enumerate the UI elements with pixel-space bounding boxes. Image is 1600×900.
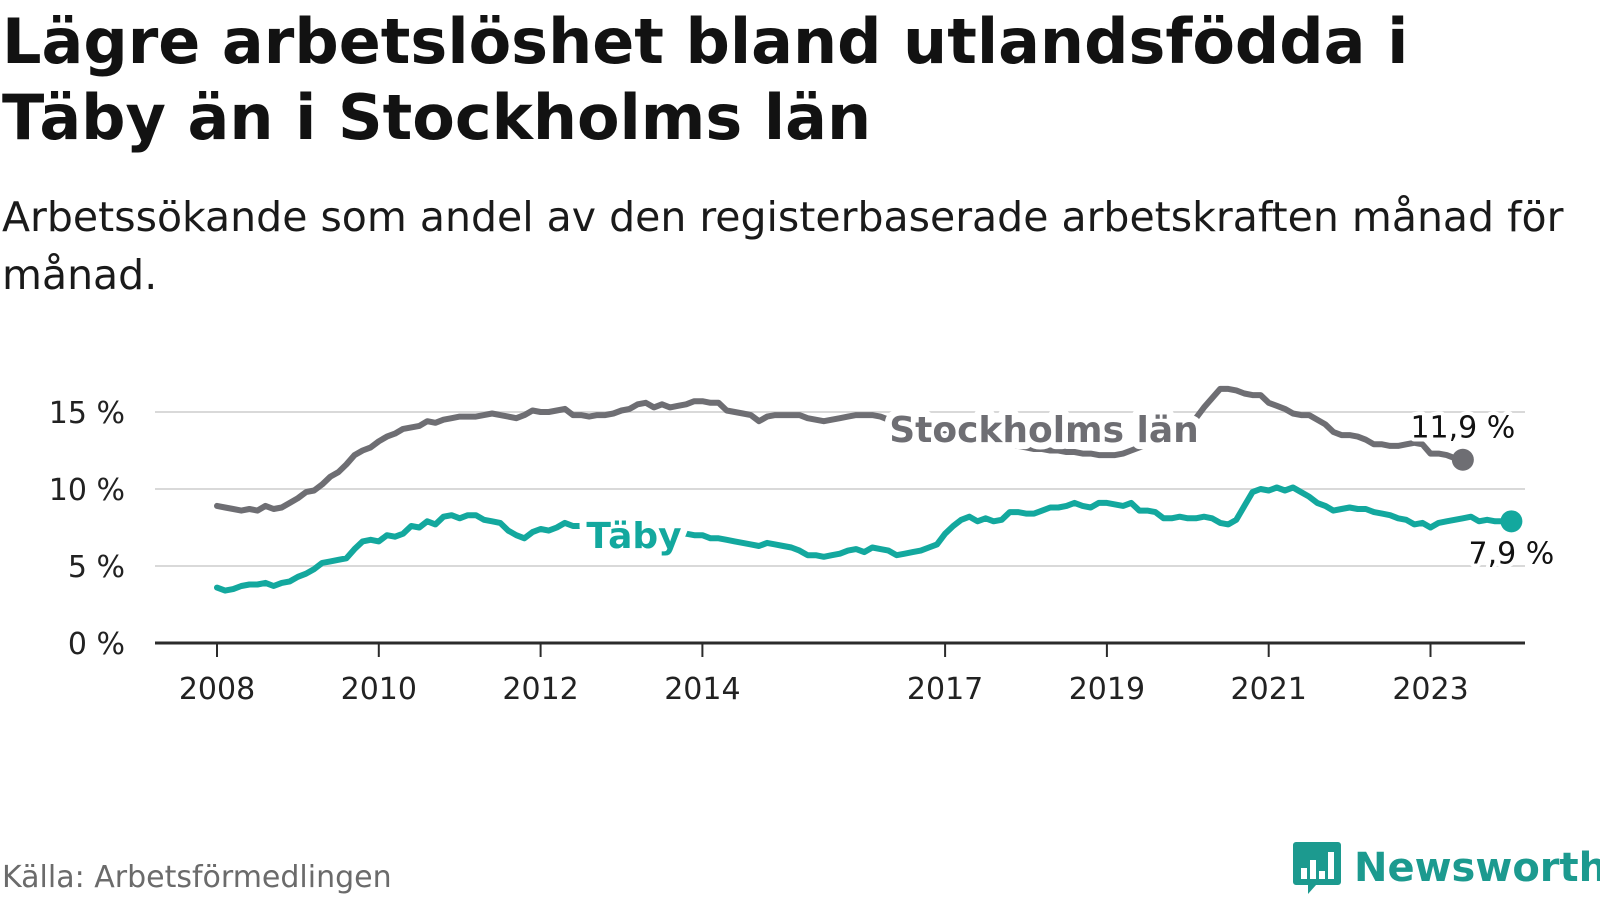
bar-chart-icon bbox=[1293, 842, 1341, 894]
series-end-marker bbox=[1451, 448, 1474, 471]
series-lines bbox=[214, 385, 1523, 594]
series-line-stockholms-lan bbox=[214, 385, 1466, 514]
end-value-label: 7,9 % bbox=[1469, 536, 1555, 571]
x-tick-label: 2014 bbox=[664, 672, 740, 707]
x-tick-label: 2019 bbox=[1069, 672, 1145, 707]
series-end-marker bbox=[1500, 510, 1523, 533]
line-chart: 0 % 5 % 10 % 15 % 2008 2010 2012 2014 2017 2019 20… bbox=[49, 385, 1558, 707]
series-line-taby bbox=[214, 484, 1515, 594]
brand-name: Newsworthy bbox=[1354, 845, 1600, 891]
y-tick-label: 10 % bbox=[49, 473, 125, 508]
x-tick-label: 2008 bbox=[179, 672, 255, 707]
series-name-label: Täby bbox=[586, 516, 681, 557]
series-name-label: Stockholms län bbox=[889, 410, 1199, 451]
y-tick-label: 0 % bbox=[68, 627, 125, 662]
x-tick-label: 2012 bbox=[502, 672, 578, 707]
chart-subtitle: Arbetssökande som andel av den registerb… bbox=[2, 193, 1564, 299]
x-tick-label: 2023 bbox=[1392, 672, 1468, 707]
chart-labels: 11,9 % 7,9 % Stockholms län Täby bbox=[579, 403, 1558, 575]
x-tick-label: 2017 bbox=[907, 672, 983, 707]
y-tick-label: 5 % bbox=[68, 550, 125, 585]
source-note: Källa: Arbetsförmedlingen bbox=[2, 860, 392, 895]
brand-logo: Newsworthy bbox=[1292, 838, 1600, 898]
x-tick-label: 2010 bbox=[341, 672, 417, 707]
end-value-label: 11,9 % bbox=[1410, 411, 1515, 446]
y-tick-label: 15 % bbox=[49, 396, 125, 431]
x-tick-label: 2021 bbox=[1231, 672, 1307, 707]
chart-title: Lägre arbetslöshet bland utlandsfödda i … bbox=[2, 5, 1409, 154]
axes: 0 % 5 % 10 % 15 % 2008 2010 2012 2014 2017 2019 20… bbox=[49, 396, 1525, 707]
